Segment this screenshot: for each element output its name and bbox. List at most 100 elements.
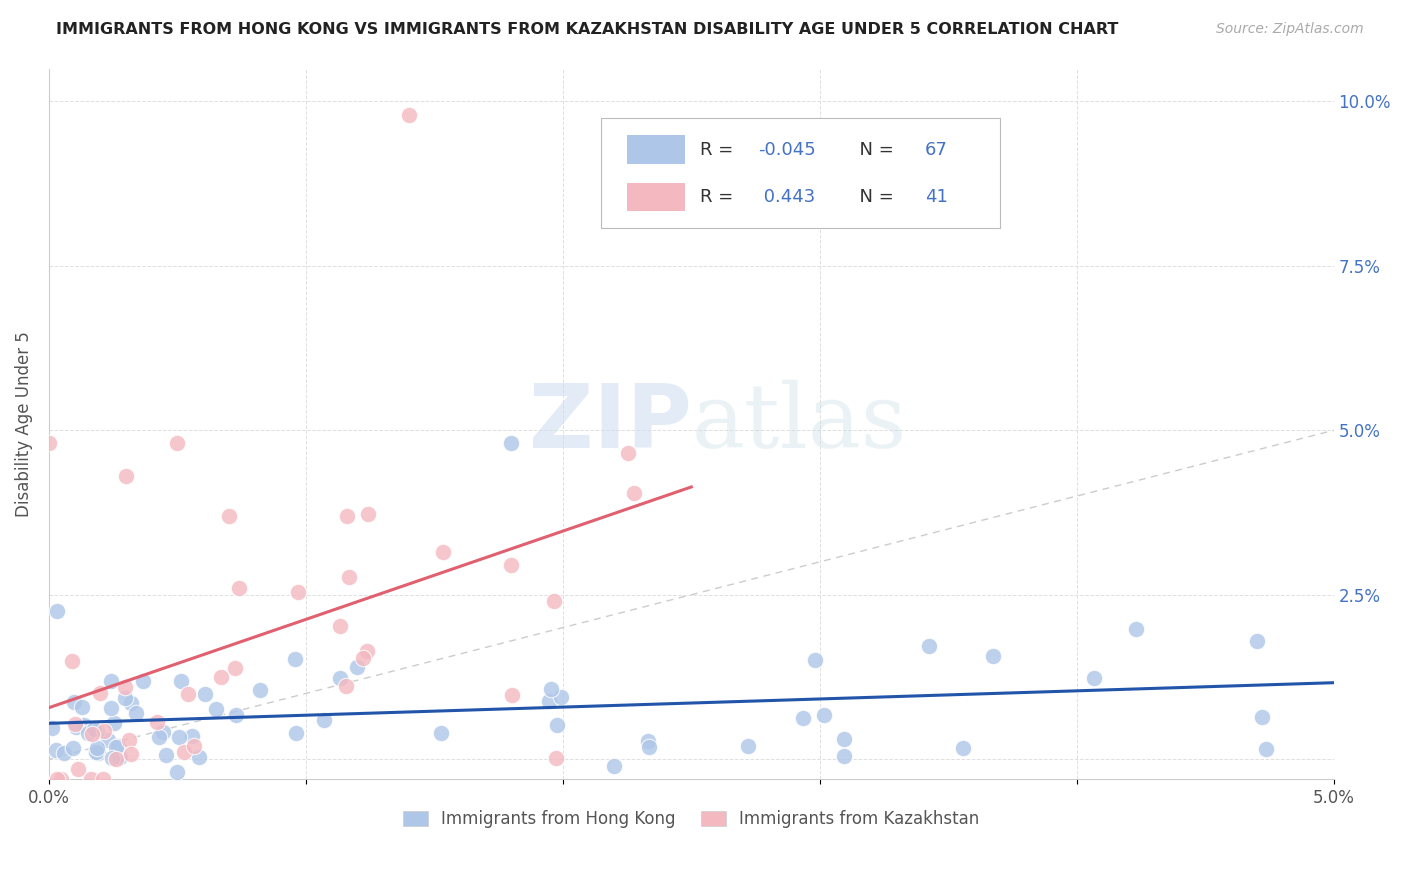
- Point: [118, 732, 141, 747]
- Point: [146, 715, 169, 730]
- Point: [100, 673, 122, 688]
- Point: [284, 652, 307, 666]
- Point: [132, 673, 155, 688]
- Point: [166, 436, 188, 450]
- Point: [87, 746, 110, 760]
- Point: [107, 739, 129, 753]
- Point: [45, 742, 67, 756]
- Point: [603, 758, 626, 772]
- Point: [66, 762, 89, 776]
- Point: [357, 507, 380, 521]
- Point: [91, 772, 114, 786]
- Point: [80, 772, 103, 786]
- Point: [62, 695, 84, 709]
- Point: [86, 741, 108, 756]
- Legend: Immigrants from Hong Kong, Immigrants from Kazakhstan: Immigrants from Hong Kong, Immigrants fr…: [396, 803, 986, 835]
- Text: atlas: atlas: [692, 380, 907, 467]
- Point: [209, 669, 232, 683]
- Point: [224, 660, 246, 674]
- Text: 41: 41: [925, 188, 948, 206]
- Point: [352, 650, 374, 665]
- Point: [537, 694, 560, 708]
- Point: [637, 734, 659, 748]
- Point: [617, 446, 640, 460]
- Point: [60, 654, 83, 668]
- Point: [65, 716, 87, 731]
- Point: [120, 696, 142, 710]
- Point: [546, 718, 568, 732]
- Point: [917, 639, 939, 653]
- Point: [737, 739, 759, 754]
- Point: [84, 745, 107, 759]
- Text: 0.443: 0.443: [758, 188, 815, 206]
- Point: [120, 747, 142, 762]
- Point: [188, 749, 211, 764]
- Point: [952, 741, 974, 756]
- Point: [177, 687, 200, 701]
- Point: [86, 723, 108, 738]
- Point: [804, 653, 827, 667]
- Point: [108, 749, 131, 764]
- Point: [93, 724, 115, 739]
- Text: IMMIGRANTS FROM HONG KONG VS IMMIGRANTS FROM KAZAKHSTAN DISABILITY AGE UNDER 5 C: IMMIGRANTS FROM HONG KONG VS IMMIGRANTS …: [56, 22, 1119, 37]
- Point: [180, 729, 202, 743]
- Point: [62, 740, 84, 755]
- Point: [218, 508, 240, 523]
- Point: [103, 715, 125, 730]
- Point: [225, 708, 247, 723]
- Point: [114, 680, 136, 694]
- Point: [166, 765, 188, 780]
- Point: [543, 594, 565, 608]
- Point: [335, 679, 357, 693]
- Text: R =: R =: [700, 141, 740, 159]
- Point: [170, 673, 193, 688]
- Point: [52, 747, 75, 761]
- Point: [336, 508, 359, 523]
- Point: [1254, 742, 1277, 756]
- Point: [329, 671, 352, 685]
- Point: [148, 731, 170, 745]
- Point: [287, 584, 309, 599]
- Point: [813, 707, 835, 722]
- Y-axis label: Disability Age Under 5: Disability Age Under 5: [15, 331, 32, 516]
- Point: [432, 545, 454, 559]
- Text: Source: ZipAtlas.com: Source: ZipAtlas.com: [1216, 22, 1364, 37]
- Point: [125, 706, 148, 721]
- Text: N =: N =: [848, 141, 900, 159]
- Point: [89, 686, 111, 700]
- Text: 67: 67: [925, 141, 948, 159]
- Point: [550, 690, 572, 705]
- Point: [501, 688, 523, 702]
- Point: [285, 726, 308, 740]
- Point: [167, 730, 190, 744]
- Point: [101, 750, 124, 764]
- Point: [183, 739, 205, 754]
- Point: [205, 702, 228, 716]
- Point: [70, 700, 93, 714]
- Point: [501, 558, 523, 573]
- FancyBboxPatch shape: [627, 183, 685, 211]
- Point: [544, 750, 567, 764]
- Text: N =: N =: [848, 188, 900, 206]
- Point: [49, 772, 72, 786]
- Point: [540, 681, 562, 696]
- Point: [356, 644, 378, 658]
- Point: [41, 721, 63, 735]
- Point: [1246, 633, 1268, 648]
- Point: [100, 701, 122, 715]
- Point: [249, 682, 271, 697]
- Point: [1083, 672, 1105, 686]
- Point: [73, 718, 96, 732]
- Point: [1125, 623, 1147, 637]
- Point: [981, 648, 1004, 663]
- FancyBboxPatch shape: [602, 119, 1000, 228]
- Point: [228, 581, 250, 595]
- Point: [193, 687, 215, 701]
- Text: ZIP: ZIP: [529, 380, 692, 467]
- Point: [329, 619, 352, 633]
- Point: [1250, 710, 1272, 724]
- FancyBboxPatch shape: [627, 136, 685, 164]
- Point: [155, 748, 177, 763]
- Point: [792, 711, 814, 725]
- Point: [337, 570, 360, 584]
